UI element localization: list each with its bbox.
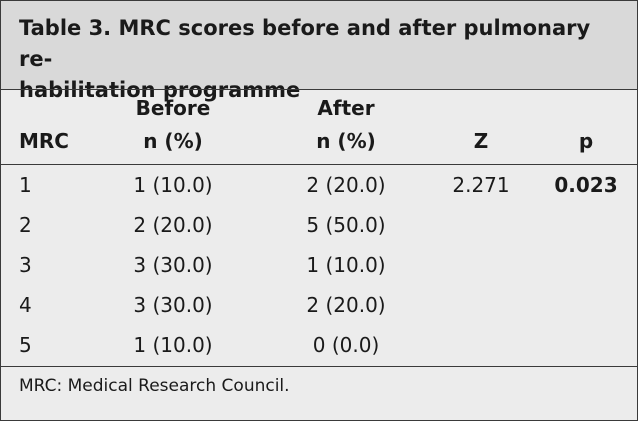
cell-after: 5 (50.0) — [306, 213, 386, 237]
cell-before: 2 (20.0) — [133, 213, 213, 237]
cell-after: 1 (10.0) — [306, 253, 386, 277]
header-after-line-2: n (%) — [316, 129, 376, 153]
cell-z: 2.271 — [452, 173, 510, 197]
header-before-line-2: n (%) — [143, 129, 203, 153]
top-rule — [1, 89, 637, 90]
cell-p: 0.023 — [554, 173, 618, 197]
cell-before: 1 (10.0) — [133, 333, 213, 357]
cell-after: 2 (20.0) — [306, 293, 386, 317]
cell-before: 3 (30.0) — [133, 293, 213, 317]
header-before-line-1: Before — [135, 96, 211, 120]
table-title-line-1: Table 3. MRC scores before and after pul… — [19, 16, 591, 71]
bottom-rule — [1, 366, 637, 367]
cell-after: 2 (20.0) — [306, 173, 386, 197]
title-band: Table 3. MRC scores before and after pul… — [1, 1, 637, 102]
cell-mrc: 2 — [19, 213, 32, 237]
header-mrc: MRC — [19, 129, 69, 153]
cell-mrc: 4 — [19, 293, 32, 317]
header-after-line-1: After — [317, 96, 375, 120]
cell-after: 0 (0.0) — [312, 333, 380, 357]
table-title: Table 3. MRC scores before and after pul… — [19, 13, 623, 106]
cell-mrc: 3 — [19, 253, 32, 277]
cell-mrc: 5 — [19, 333, 32, 357]
table-title-line-2: habilitation programme — [19, 78, 301, 102]
header-z: Z — [473, 129, 489, 153]
header-p: p — [578, 129, 594, 153]
header-rule — [1, 164, 637, 165]
cell-before: 1 (10.0) — [133, 173, 213, 197]
table-footnote: MRC: Medical Research Council. — [19, 376, 290, 396]
cell-before: 3 (30.0) — [133, 253, 213, 277]
cell-mrc: 1 — [19, 173, 32, 197]
